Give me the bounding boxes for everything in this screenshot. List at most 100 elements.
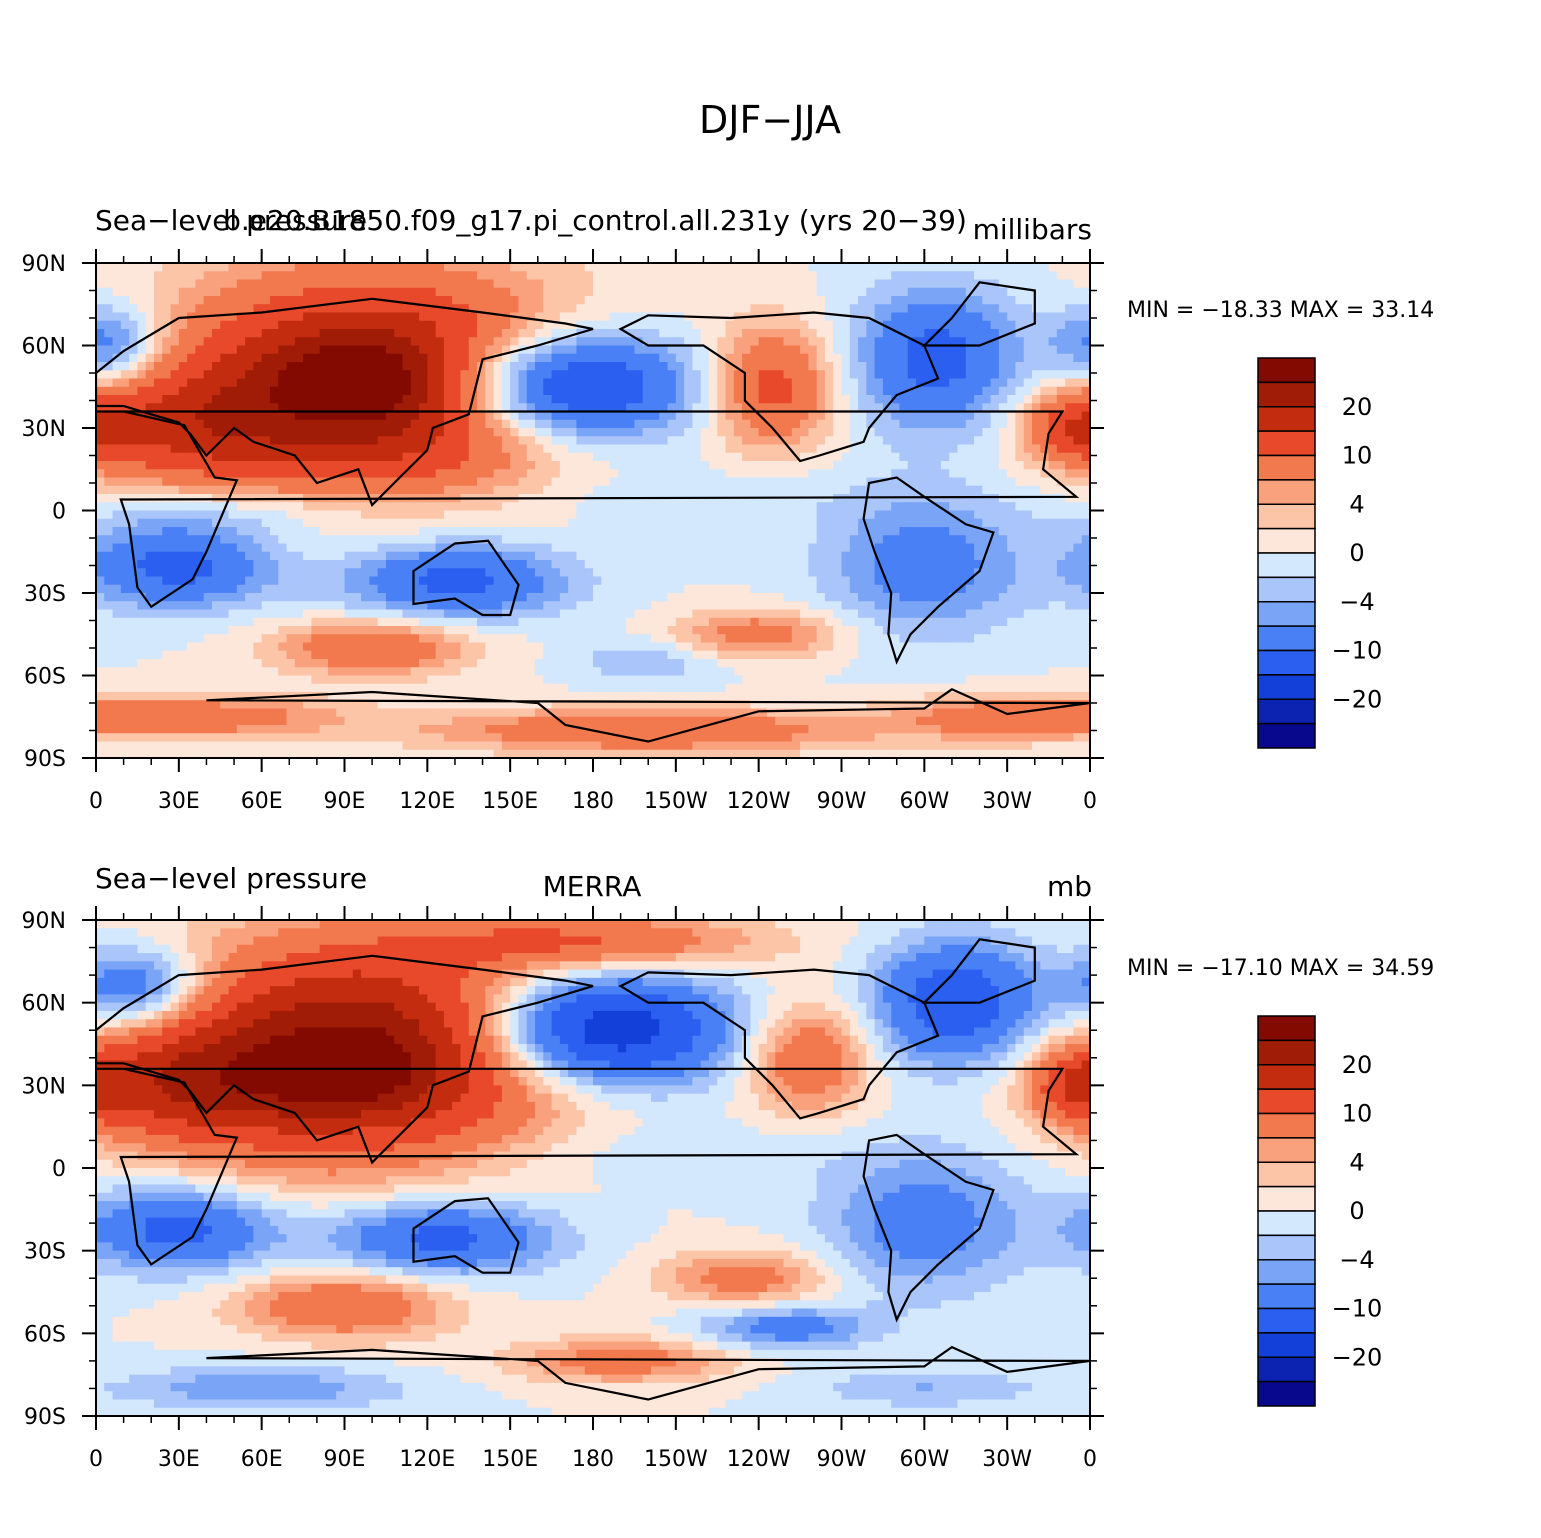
field-cell [303,510,312,520]
field-cell [493,428,503,437]
field-cell [916,296,925,305]
field-cell [145,428,155,437]
field-cell [377,419,387,429]
field-cell [236,560,246,569]
field-cell [278,304,288,314]
field-cell [501,320,511,330]
field-cell [269,485,279,495]
field-cell [170,527,180,536]
field-cell [1015,312,1025,322]
field-cell [551,419,561,429]
field-cell [940,287,950,297]
field-cell [626,461,636,470]
field-cell [775,386,785,396]
field-cell [96,543,105,553]
field-cell [477,320,486,330]
field-cell [452,296,462,305]
field-cell [609,419,619,429]
field-cell [841,362,851,371]
field-cell [112,584,122,594]
field-cell [228,296,238,305]
field-cell [211,543,221,553]
field-cell [336,527,346,536]
field-cell [195,362,205,371]
field-cell [187,362,196,371]
field-cell [468,551,478,561]
field-cell [443,419,453,429]
field-cell [866,304,876,314]
field-cell [882,353,892,363]
field-cell [460,353,470,363]
field-cell [460,378,470,388]
field-cell [1023,518,1033,528]
field-cell [667,485,677,495]
field-cell [228,576,238,586]
field-cell [220,411,230,421]
field-cell [129,535,139,545]
field-cell [220,419,230,429]
field-cell [858,370,867,380]
field-cell [170,461,180,470]
field-cell [841,584,851,594]
field-cell [882,312,892,322]
field-cell [211,584,221,594]
field-cell [120,296,130,305]
field-cell [899,271,909,281]
field-cell [361,551,370,561]
field-cell [419,411,428,421]
field-cell [187,535,196,545]
field-cell [344,461,354,470]
field-cell [974,461,983,470]
field-cell [1032,469,1041,479]
field-cell [203,527,213,536]
field-cell [311,469,321,479]
field-cell [891,370,901,380]
field-cell [791,436,801,446]
field-cell [841,287,851,297]
field-cell [369,551,379,561]
field-cell [725,411,735,421]
field-cell [385,469,395,479]
field-cell [377,395,387,404]
field-cell [667,543,677,553]
field-cell [369,329,379,338]
field-cell [617,510,627,520]
field-cell [1023,263,1033,272]
field-cell [1073,378,1083,388]
field-cell [211,461,221,470]
field-cell [1015,593,1025,602]
field-cell [377,568,387,578]
field-cell [551,543,561,553]
field-cell [220,469,230,479]
field-cell [974,403,983,413]
field-cell [742,287,751,297]
field-cell [684,263,693,272]
field-cell [410,263,420,272]
field-cell [535,378,544,388]
field-cell [965,527,975,536]
field-cell [593,477,602,487]
field-cell [634,403,644,413]
field-cell [361,527,370,536]
field-cell [916,345,925,355]
field-cell [974,378,983,388]
field-cell [1073,510,1083,520]
field-cell [361,518,370,528]
field-cell [112,543,122,553]
field-cell [129,304,139,314]
field-cell [336,584,346,594]
field-cell [899,551,909,561]
field-cell [352,527,362,536]
field-cell [576,287,586,297]
field-cell [419,395,428,404]
field-cell [153,353,163,363]
field-cell [824,279,834,289]
field-cell [742,378,751,388]
field-cell [361,601,370,611]
field-cell [849,584,859,594]
field-cell [311,353,321,363]
field-cell [104,395,114,404]
field-cell [435,436,445,446]
field-cell [518,601,528,611]
field-cell [153,279,163,289]
